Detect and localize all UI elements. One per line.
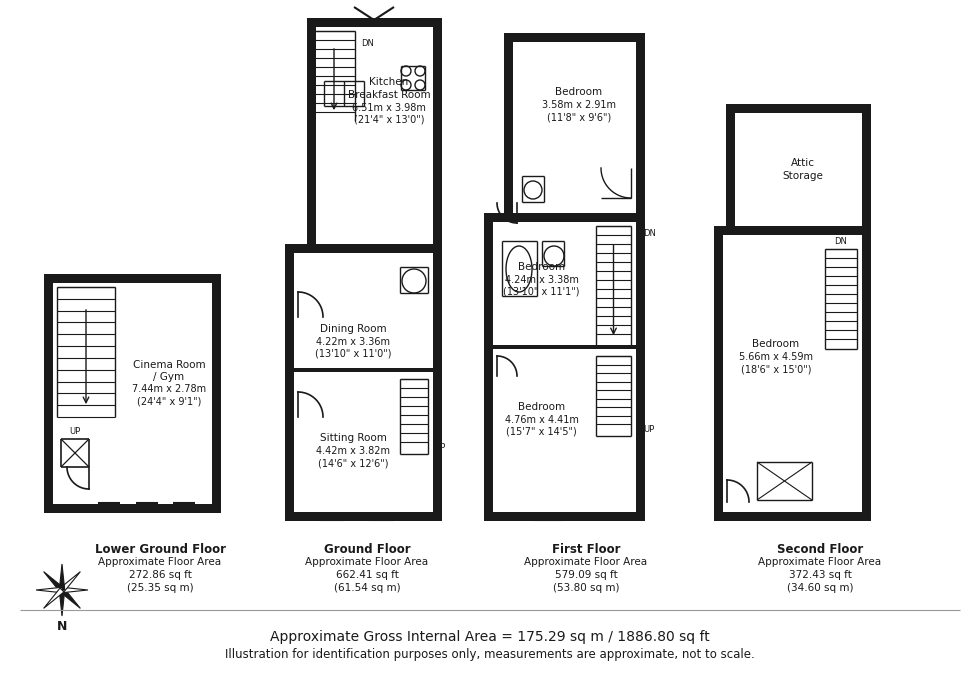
Bar: [713, 512, 870, 521]
Text: 272.86 sq ft: 272.86 sq ft: [128, 570, 191, 580]
Bar: [493, 345, 635, 349]
Bar: [432, 22, 442, 253]
Text: UP: UP: [434, 444, 445, 452]
Bar: [284, 248, 293, 516]
Text: Illustration for identification purposes only, measurements are approximate, not: Illustration for identification purposes…: [225, 648, 755, 661]
Polygon shape: [36, 587, 62, 593]
Polygon shape: [60, 572, 80, 592]
Text: (25.35 sq m): (25.35 sq m): [126, 583, 193, 593]
Bar: [212, 278, 220, 508]
Text: 4.76m x 4.41m: 4.76m x 4.41m: [505, 415, 578, 425]
Text: Cinema Room: Cinema Room: [132, 360, 206, 370]
Bar: [861, 108, 870, 230]
Text: Bedroom: Bedroom: [753, 340, 800, 349]
Text: DN: DN: [643, 230, 656, 239]
Bar: [635, 37, 645, 221]
Text: Sitting Room: Sitting Room: [319, 433, 386, 443]
Text: Dining Room: Dining Room: [319, 324, 386, 334]
Bar: [284, 244, 316, 253]
Bar: [635, 37, 645, 217]
Text: 6.51m x 3.98m: 6.51m x 3.98m: [352, 103, 426, 113]
Bar: [43, 278, 53, 508]
Text: Bedroom: Bedroom: [518, 262, 565, 272]
Text: 4.22m x 3.36m: 4.22m x 3.36m: [316, 337, 390, 347]
Text: Approximate Floor Area: Approximate Floor Area: [98, 557, 221, 567]
Text: (24'4" x 9'1"): (24'4" x 9'1"): [137, 396, 201, 406]
Text: Breakfast Room: Breakfast Room: [348, 90, 430, 100]
Polygon shape: [60, 588, 80, 608]
Bar: [713, 225, 870, 234]
Text: Storage: Storage: [783, 171, 823, 181]
Bar: [725, 225, 870, 234]
Bar: [635, 217, 645, 516]
Text: Attic: Attic: [791, 158, 815, 168]
Polygon shape: [62, 587, 88, 593]
Text: / Gym: / Gym: [154, 372, 184, 382]
Bar: [307, 244, 442, 253]
Polygon shape: [59, 590, 65, 616]
Text: 4.42m x 3.82m: 4.42m x 3.82m: [316, 446, 390, 456]
Bar: [43, 274, 220, 283]
Text: 5.66m x 4.59m: 5.66m x 4.59m: [739, 352, 813, 363]
Text: 4.24m x 3.38m: 4.24m x 3.38m: [505, 275, 578, 285]
Text: 372.43 sq ft: 372.43 sq ft: [789, 570, 852, 580]
Text: Approximate Floor Area: Approximate Floor Area: [306, 557, 428, 567]
Bar: [43, 503, 220, 512]
Text: DN: DN: [835, 237, 848, 246]
Text: (11'8" x 9'6"): (11'8" x 9'6"): [547, 112, 612, 122]
Text: 7.44m x 2.78m: 7.44m x 2.78m: [132, 384, 206, 394]
Text: Kitchen: Kitchen: [369, 77, 409, 87]
Text: Lower Ground Floor: Lower Ground Floor: [94, 543, 225, 556]
Text: 662.41 sq ft: 662.41 sq ft: [335, 570, 399, 580]
Bar: [284, 512, 442, 521]
Bar: [504, 213, 645, 221]
Text: (13'10" x 11'0"): (13'10" x 11'0"): [315, 349, 391, 359]
Text: Approximate Floor Area: Approximate Floor Area: [524, 557, 648, 567]
Text: (21'4" x 13'0"): (21'4" x 13'0"): [354, 115, 424, 125]
Bar: [293, 368, 432, 372]
Bar: [713, 225, 734, 234]
Text: (34.60 sq m): (34.60 sq m): [787, 583, 854, 593]
Text: Ground Floor: Ground Floor: [323, 543, 411, 556]
Polygon shape: [44, 572, 64, 592]
Text: (53.80 sq m): (53.80 sq m): [553, 583, 619, 593]
Text: 3.58m x 2.91m: 3.58m x 2.91m: [542, 100, 616, 110]
Text: Approximate Gross Internal Area = 175.29 sq m / 1886.80 sq ft: Approximate Gross Internal Area = 175.29…: [270, 630, 710, 644]
Bar: [483, 213, 513, 221]
Bar: [307, 22, 316, 253]
Text: (13'10" x 11'1"): (13'10" x 11'1"): [504, 287, 580, 297]
Bar: [307, 18, 442, 27]
Bar: [483, 213, 645, 221]
Bar: [432, 248, 442, 516]
Text: DN: DN: [361, 38, 374, 48]
Bar: [861, 230, 870, 516]
Bar: [504, 32, 645, 41]
Text: (14'6" x 12'6"): (14'6" x 12'6"): [318, 458, 388, 468]
Bar: [483, 512, 645, 521]
Bar: [713, 230, 722, 516]
Text: N: N: [57, 620, 68, 633]
Text: UP: UP: [70, 426, 80, 435]
Bar: [725, 108, 734, 230]
Bar: [504, 37, 513, 217]
Polygon shape: [44, 588, 64, 608]
Text: (18'6" x 15'0"): (18'6" x 15'0"): [741, 365, 811, 374]
Text: 579.09 sq ft: 579.09 sq ft: [555, 570, 617, 580]
Text: (61.54 sq m): (61.54 sq m): [333, 583, 400, 593]
Text: First Floor: First Floor: [552, 543, 620, 556]
Polygon shape: [59, 564, 65, 590]
Text: Bedroom: Bedroom: [518, 402, 565, 412]
Text: UP: UP: [643, 426, 655, 435]
Text: (15'7" x 14'5"): (15'7" x 14'5"): [506, 427, 577, 437]
Bar: [725, 104, 870, 113]
Text: Second Floor: Second Floor: [777, 543, 863, 556]
Bar: [861, 108, 870, 234]
Bar: [483, 217, 493, 516]
Text: Approximate Floor Area: Approximate Floor Area: [759, 557, 882, 567]
Text: Bedroom: Bedroom: [556, 87, 603, 97]
